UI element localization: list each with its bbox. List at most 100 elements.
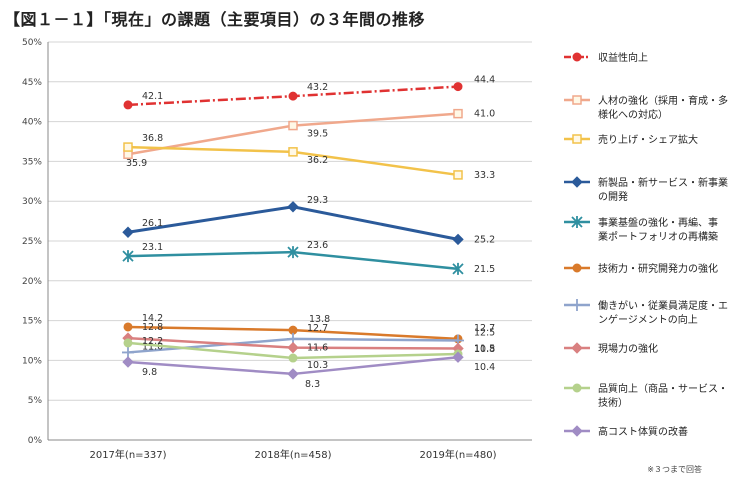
y-tick-label: 5% <box>28 396 43 406</box>
data-point <box>288 91 298 101</box>
data-point <box>287 341 299 354</box>
y-tick-label: 10% <box>22 356 42 366</box>
data-label: 11.5 <box>474 343 495 354</box>
legend-label: 技術） <box>598 396 628 409</box>
data-point <box>571 216 583 228</box>
legend-label: 働きがい・従業員満足度・エ <box>598 299 728 312</box>
legend-label: 事業基盤の強化・再編、事 <box>598 216 718 229</box>
data-point <box>453 170 463 180</box>
data-label: 12.8 <box>142 322 163 333</box>
data-point <box>288 120 298 131</box>
legend-label: 様化への対応） <box>598 108 668 121</box>
data-label: 44.4 <box>474 75 495 86</box>
data-label: 9.8 <box>142 367 157 378</box>
data-point <box>571 176 583 188</box>
data-point <box>572 52 582 62</box>
data-point <box>452 351 464 363</box>
legend-label: 売り上げ・シェア拡大 <box>598 133 698 146</box>
legend-item: 現場力の強化 <box>564 342 658 355</box>
legend-label: 高コスト体質の改善 <box>598 425 688 438</box>
data-point <box>123 338 133 348</box>
data-label: 43.2 <box>307 82 328 93</box>
data-label: 42.1 <box>142 91 163 102</box>
data-label: 14.2 <box>142 313 163 324</box>
data-point <box>572 263 582 273</box>
data-point <box>287 246 299 259</box>
data-label: 41.0 <box>474 109 495 120</box>
x-tick-label: 2017年(n=337) <box>89 448 166 461</box>
series-9: 12.2 10.3 10.8 <box>123 336 495 371</box>
x-tick-label: 2018年(n=458) <box>254 448 331 461</box>
footnote: ※３つまで回答 <box>647 465 702 474</box>
series-4: 26.1 29.3 25.2 <box>122 195 495 246</box>
y-tick-label: 35% <box>22 157 42 167</box>
data-label: 33.3 <box>474 170 495 181</box>
data-label: 36.8 <box>142 133 163 144</box>
data-label: 12.7 <box>474 323 495 334</box>
data-point <box>287 201 299 213</box>
data-point <box>453 108 463 119</box>
data-label: 26.1 <box>142 218 163 229</box>
data-label: 12.7 <box>307 323 328 334</box>
data-point <box>453 82 463 92</box>
data-label: 39.5 <box>307 129 328 140</box>
data-label: 35.9 <box>126 158 147 169</box>
data-point <box>123 322 133 332</box>
y-tick-label: 30% <box>22 197 42 207</box>
y-tick-label: 0% <box>28 436 43 446</box>
legend-label: 現場力の強化 <box>598 342 658 355</box>
data-label: 21.5 <box>474 264 495 275</box>
legend-label: 人材の強化（採用・育成・多 <box>598 94 728 107</box>
data-label: 10.3 <box>307 360 328 371</box>
legend-label: の開発 <box>598 190 628 203</box>
data-point <box>572 95 582 105</box>
data-label: 12.2 <box>142 336 163 347</box>
data-point <box>287 368 299 380</box>
y-tick-label: 40% <box>22 118 42 128</box>
data-point <box>123 142 133 152</box>
series-10: 9.8 8.3 10.4 <box>122 351 495 390</box>
series-1: 42.1 43.2 44.4 <box>123 75 495 110</box>
data-label: 10.4 <box>474 362 495 373</box>
y-tick-label: 25% <box>22 237 42 247</box>
data-point <box>122 226 134 238</box>
data-label: 11.0 <box>142 341 163 352</box>
data-point <box>571 299 583 311</box>
data-point <box>571 342 583 354</box>
data-label: 36.2 <box>307 155 328 166</box>
data-label: 25.2 <box>474 234 495 245</box>
legend-label: 業ポートフォリオの再構築 <box>598 230 718 243</box>
data-label: 12.5 <box>474 328 495 339</box>
y-tick-label: 20% <box>22 277 42 287</box>
legend-item: 高コスト体質の改善 <box>564 425 688 438</box>
data-label: 23.6 <box>307 240 328 251</box>
legend-item: 収益性向上 <box>564 51 648 64</box>
data-point <box>452 233 464 246</box>
data-label: 23.1 <box>142 242 163 253</box>
legend-item: 売り上げ・シェア拡大 <box>564 133 698 146</box>
legend-label: 新製品・新サービス・新事業 <box>598 176 728 189</box>
data-label: 11.6 <box>307 343 328 354</box>
data-label: 8.3 <box>305 379 320 390</box>
legend-item: 技術力・研究開発力の強化 <box>564 262 718 275</box>
legend-item: 品質向上（商品・サービス・技術） <box>564 382 728 409</box>
chart-title: 【図１－１】「現在」の課題（主要項目）の３年間の推移 <box>4 10 426 29</box>
data-label: 10.8 <box>474 344 495 355</box>
data-label: 13.8 <box>309 314 330 325</box>
series-5: 23.1 23.6 21.5 <box>122 240 495 275</box>
series-2: 35.9 39.5 41.0 <box>123 108 495 169</box>
data-point <box>122 250 134 263</box>
y-tick-label: 50% <box>22 38 42 48</box>
legend-label: 技術力・研究開発力の強化 <box>598 262 718 275</box>
data-point <box>288 147 298 157</box>
data-point <box>122 356 134 368</box>
x-tick-label: 2019年(n=480) <box>419 448 496 461</box>
legend-label: 収益性向上 <box>598 51 648 64</box>
data-point <box>288 353 298 363</box>
data-label: 29.3 <box>307 195 328 206</box>
